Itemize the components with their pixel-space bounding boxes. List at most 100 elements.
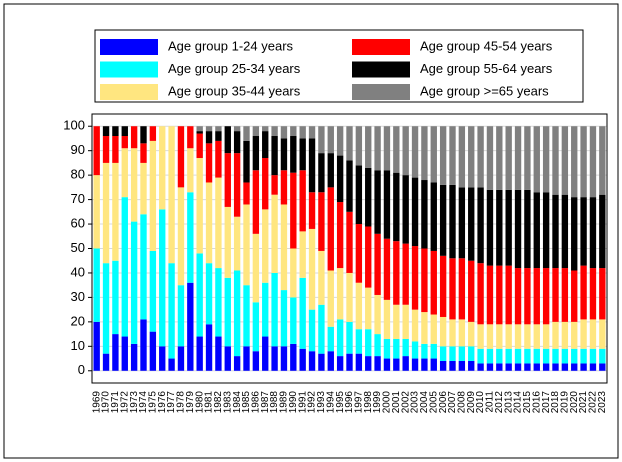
bar-segment xyxy=(533,324,540,349)
x-tick-label: 1971 xyxy=(110,391,121,414)
bar-segment xyxy=(468,126,475,188)
bar-segment xyxy=(393,338,400,359)
bar-segment xyxy=(280,290,288,347)
bar-segment xyxy=(243,204,250,286)
bar-segment xyxy=(243,140,250,183)
x-tick-label: 1969 xyxy=(91,391,102,414)
bar-segment xyxy=(393,241,400,305)
bar-segment xyxy=(589,268,597,320)
bar-segment xyxy=(571,348,578,364)
bar-segment xyxy=(112,162,119,261)
bar-segment xyxy=(374,170,381,234)
bar-segment xyxy=(149,140,157,251)
bar-segment xyxy=(346,211,353,273)
bar-segment xyxy=(449,126,456,185)
bar-segment xyxy=(571,270,578,322)
bar-segment xyxy=(599,319,606,349)
x-tick-label: 2016 xyxy=(531,391,542,414)
bar-segment xyxy=(468,321,475,347)
bar-segment xyxy=(589,126,597,198)
bar-segment xyxy=(280,126,288,139)
bar-segment xyxy=(505,324,512,349)
x-tick-label: 1993 xyxy=(316,391,327,414)
bar-segment xyxy=(430,343,437,359)
bar-segment xyxy=(439,360,447,371)
bar-segment xyxy=(130,221,138,344)
x-tick-label: 2000 xyxy=(382,391,393,414)
bar-segment xyxy=(486,126,494,190)
bar-segment xyxy=(336,319,344,357)
bar-segment xyxy=(571,126,578,198)
bar-segment xyxy=(411,358,419,371)
bar-segment xyxy=(524,363,531,371)
bar-segment xyxy=(159,209,166,347)
bar-segment xyxy=(308,192,316,229)
bar-segment xyxy=(290,136,297,173)
bar-segment xyxy=(215,268,222,337)
bar-segment xyxy=(486,348,494,364)
bar-segment xyxy=(346,353,353,371)
bar-segment xyxy=(514,126,522,190)
bar-segment xyxy=(365,167,372,227)
y-tick-label: 0 xyxy=(78,362,85,377)
bar-segment xyxy=(308,228,316,310)
bar-segment xyxy=(393,358,400,371)
bar-segment xyxy=(393,126,400,173)
bar-segment xyxy=(102,162,110,264)
bar-segment xyxy=(271,126,278,137)
x-tick-label: 2011 xyxy=(485,391,496,413)
bar-segment xyxy=(599,363,606,371)
bar-segment xyxy=(374,294,381,335)
bar-segment xyxy=(262,131,269,159)
bar-segment xyxy=(355,165,363,225)
legend-swatch xyxy=(100,61,158,78)
bar-segment xyxy=(411,309,419,342)
x-tick-label: 1983 xyxy=(222,391,233,414)
y-tick-label: 40 xyxy=(71,264,85,279)
x-tick-label: 1994 xyxy=(325,391,336,414)
bar-segment xyxy=(552,348,559,364)
bar-segment xyxy=(187,148,194,193)
x-tick-label: 1995 xyxy=(335,391,346,414)
bar-segment xyxy=(542,363,550,371)
bar-segment xyxy=(542,268,550,325)
bar-segment xyxy=(205,182,213,264)
bar-segment xyxy=(308,138,316,193)
bar-segment xyxy=(355,329,363,354)
x-tick-label: 1999 xyxy=(372,391,383,414)
bar-segment xyxy=(580,319,587,349)
x-tick-label: 1973 xyxy=(129,391,140,414)
bar-segment xyxy=(552,363,559,371)
bar-segment xyxy=(599,194,606,269)
bar-segment xyxy=(159,126,166,210)
x-tick-label: 2017 xyxy=(541,391,552,414)
bar-segment xyxy=(233,270,241,357)
bar-segment xyxy=(224,346,231,371)
x-tick-label: 1988 xyxy=(269,391,280,414)
bar-segment xyxy=(458,360,466,371)
bar-segment xyxy=(421,126,428,181)
bar-segment xyxy=(599,126,606,195)
bar-segment xyxy=(477,363,484,371)
bar-segment xyxy=(449,184,456,259)
bar-segment xyxy=(374,126,381,171)
bar-segment xyxy=(477,348,484,364)
x-tick-label: 2010 xyxy=(475,391,486,414)
bar-segment xyxy=(102,136,110,163)
bar-segment xyxy=(580,126,587,198)
bar-segment xyxy=(252,351,260,371)
bar-segment xyxy=(552,126,559,195)
bar-segment xyxy=(262,336,269,371)
bar-segment xyxy=(355,224,363,283)
bar-segment xyxy=(318,250,325,305)
bar-segment xyxy=(430,314,437,344)
bar-segment xyxy=(243,346,250,371)
bar-segment xyxy=(421,312,428,344)
bar-segment xyxy=(205,126,213,132)
bar-segment xyxy=(102,263,110,354)
bar-segment xyxy=(411,341,419,359)
legend-swatch xyxy=(352,39,410,55)
bar-segment xyxy=(346,126,353,161)
bar-segment xyxy=(187,282,194,371)
x-tick-label: 1980 xyxy=(194,391,205,414)
